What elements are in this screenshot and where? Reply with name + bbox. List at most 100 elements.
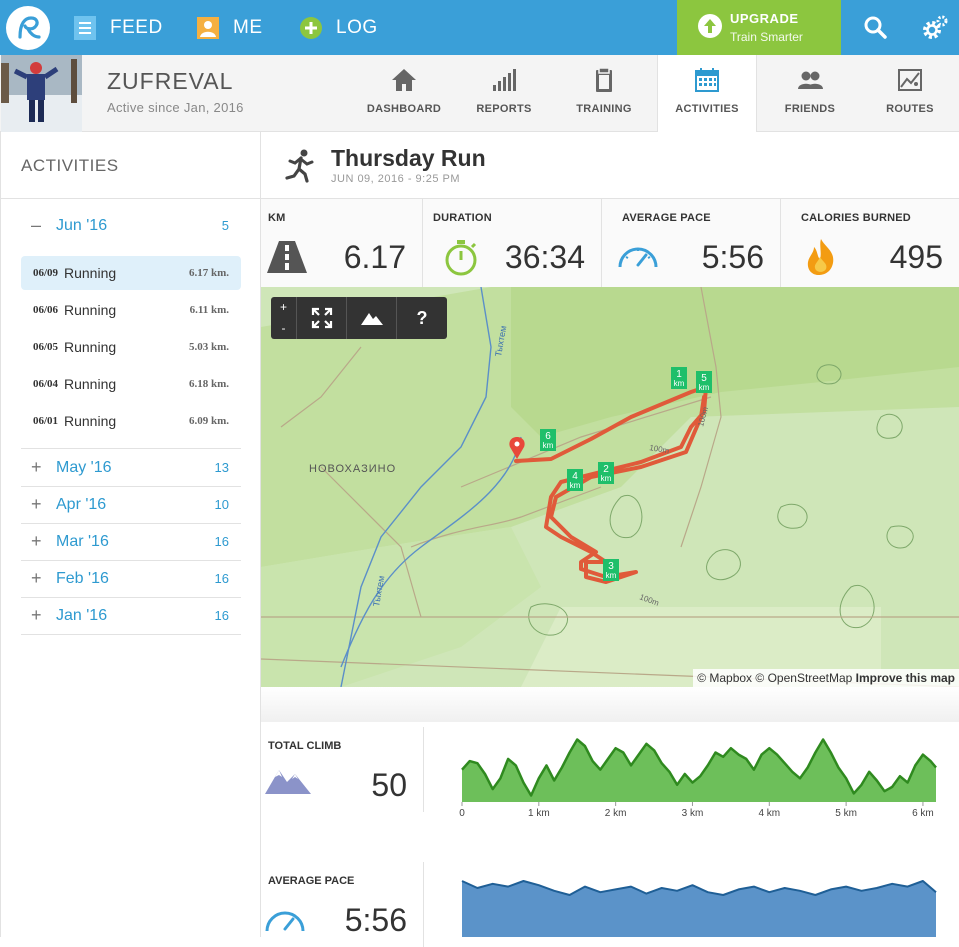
divider xyxy=(1,198,261,199)
activity-date: 06/09 xyxy=(33,267,59,279)
nav-log[interactable]: LOG xyxy=(300,0,378,55)
help-button[interactable]: ? xyxy=(416,307,428,328)
zoom-out-button[interactable]: - xyxy=(281,321,286,335)
tab-activities[interactable]: ACTIVITIES xyxy=(657,55,757,133)
x-tick-label: 5 km xyxy=(835,808,857,819)
month-group-feb[interactable]: + Feb '16 16 xyxy=(21,561,241,598)
activity-item[interactable]: 06/01 Running 6.09 km. xyxy=(21,404,241,449)
tab-friends[interactable]: FRIENDS xyxy=(760,55,860,132)
start-pin-icon[interactable] xyxy=(509,437,525,459)
activity-item[interactable]: 06/04 Running 6.18 km. xyxy=(21,367,241,401)
profile-username: ZUFREVAL xyxy=(107,68,234,94)
activity-type: Running xyxy=(64,376,117,392)
svg-text:3: 3 xyxy=(608,561,614,572)
expand-icon: + xyxy=(31,531,42,551)
calendar-icon xyxy=(695,68,719,92)
month-label: Apr '16 xyxy=(56,496,107,513)
km-marker-6[interactable]: 6km xyxy=(540,429,556,451)
map-canvas[interactable]: НОВОХАЗИНО Тыхтем Тыхтем 100m 100m 100m … xyxy=(261,287,959,687)
activity-item[interactable]: 06/05 Running 5.03 km. xyxy=(21,330,241,364)
activity-date: 06/06 xyxy=(33,304,59,316)
nav-log-label: LOG xyxy=(336,16,378,38)
month-label: Mar '16 xyxy=(56,533,109,550)
activity-item[interactable]: 06/06 Running 6.11 km. xyxy=(21,293,241,327)
month-label: Jun '16 xyxy=(56,217,108,234)
upgrade-button[interactable]: UPGRADE Train Smarter xyxy=(677,0,841,55)
activity-header: Thursday Run JUN 09, 2016 - 9:25 PM xyxy=(261,132,959,199)
search-icon[interactable] xyxy=(862,14,890,42)
section-spacer xyxy=(261,687,959,722)
km-marker-1[interactable]: 1km xyxy=(671,367,687,389)
month-count: 13 xyxy=(214,460,229,475)
road-icon xyxy=(267,241,307,273)
zoom-controls: + - xyxy=(271,297,297,339)
fullscreen-button[interactable] xyxy=(297,297,347,339)
stats-bar: KM 6.17 DURATION 36:34 AVERAGE PACE xyxy=(261,199,959,287)
nav-feed[interactable]: FEED xyxy=(74,0,163,55)
fullscreen-icon xyxy=(311,307,332,329)
climb-value: 50 xyxy=(371,767,407,803)
tab-label: ACTIVITIES xyxy=(675,103,739,115)
nav-me-label: ME xyxy=(233,16,263,38)
stat-duration: DURATION 36:34 xyxy=(423,199,602,287)
stat-value: 495 xyxy=(889,239,943,275)
people-icon xyxy=(798,71,823,89)
mountain-icon xyxy=(265,770,311,794)
profile-card-icon xyxy=(197,16,219,39)
activity-distance: 5.03 km. xyxy=(188,341,229,353)
gear-icon[interactable] xyxy=(920,13,950,43)
pace-value: 5:56 xyxy=(344,902,407,938)
app-logo[interactable] xyxy=(6,6,50,50)
km-marker-5[interactable]: 5km xyxy=(696,371,712,393)
svg-text:km: km xyxy=(543,441,554,450)
osm-link[interactable]: © OpenStreetMap xyxy=(755,671,853,685)
plus-circle-icon xyxy=(300,16,322,39)
stat-value: 6.17 xyxy=(343,239,406,275)
tab-label: TRAINING xyxy=(576,103,632,115)
divider xyxy=(423,727,424,812)
feed-icon xyxy=(74,15,96,40)
km-marker-2[interactable]: 2km xyxy=(598,462,614,484)
zoom-in-button[interactable]: + xyxy=(279,300,287,314)
activity-distance: 6.09 km. xyxy=(188,415,229,427)
month-label: May '16 xyxy=(56,459,112,476)
month-group-jan[interactable]: + Jan '16 16 xyxy=(21,598,241,635)
svg-text:km: km xyxy=(674,379,685,388)
tab-training[interactable]: TRAINING xyxy=(554,55,654,132)
svg-text:4: 4 xyxy=(572,471,578,482)
divider xyxy=(423,862,424,947)
svg-text:6: 6 xyxy=(545,431,551,442)
stat-distance: KM 6.17 xyxy=(261,199,423,287)
sidebar-title: ACTIVITIES xyxy=(21,156,119,175)
elevation-chart[interactable]: 0 1 km 2 km 3 km 4 km 5 km 6 km xyxy=(456,722,946,822)
tab-reports[interactable]: REPORTS xyxy=(454,55,554,132)
pace-chart[interactable] xyxy=(456,857,946,937)
x-tick-label: 2 km xyxy=(605,808,627,819)
runkeeper-logo-icon xyxy=(18,16,41,39)
improve-map-link[interactable]: Improve this map xyxy=(855,671,955,685)
stat-label: CALORIES BURNED xyxy=(801,212,911,224)
svg-text:km: km xyxy=(601,474,612,483)
avatar[interactable] xyxy=(1,55,82,132)
svg-text:2: 2 xyxy=(603,464,609,475)
month-group-may[interactable]: + May '16 13 xyxy=(21,450,241,487)
profile-header: ZUFREVAL Active since Jan, 2016 DASHBOAR… xyxy=(0,55,959,133)
month-group-mar[interactable]: + Mar '16 16 xyxy=(21,524,241,561)
month-group-apr[interactable]: + Apr '16 10 xyxy=(21,487,241,524)
mapbox-link[interactable]: © Mapbox xyxy=(697,671,753,685)
month-group-jun[interactable]: – Jun '16 5 xyxy=(21,208,241,245)
month-count: 10 xyxy=(214,497,229,512)
tab-dashboard[interactable]: DASHBOARD xyxy=(354,55,454,132)
collapse-icon: – xyxy=(31,215,42,235)
nav-me[interactable]: ME xyxy=(197,0,263,55)
profile-active-since: Active since Jan, 2016 xyxy=(107,100,244,115)
km-marker-3[interactable]: 3km xyxy=(603,559,619,581)
activity-item[interactable]: 06/09 Running 6.17 km. xyxy=(21,256,241,290)
route-map[interactable]: НОВОХАЗИНО Тыхтем Тыхтем 100m 100m 100m … xyxy=(261,287,959,687)
km-marker-4[interactable]: 4km xyxy=(567,469,583,491)
x-tick-label: 0 xyxy=(459,808,465,819)
terrain-button[interactable] xyxy=(347,297,397,339)
month-count: 16 xyxy=(214,608,229,623)
tab-routes[interactable]: ROUTES xyxy=(860,55,959,132)
activity-distance: 6.18 km. xyxy=(188,378,229,390)
